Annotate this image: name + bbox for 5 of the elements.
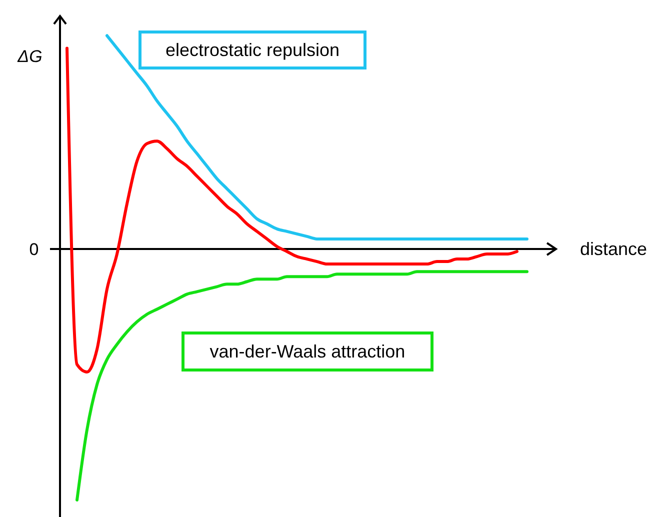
y-axis-title: ΔG [16, 47, 42, 66]
x-axis-title: distance [580, 239, 648, 259]
text: 0 [29, 240, 39, 259]
text: van-der-Waals attraction [210, 342, 406, 362]
series-label: electrostatic repulsion [165, 40, 340, 60]
